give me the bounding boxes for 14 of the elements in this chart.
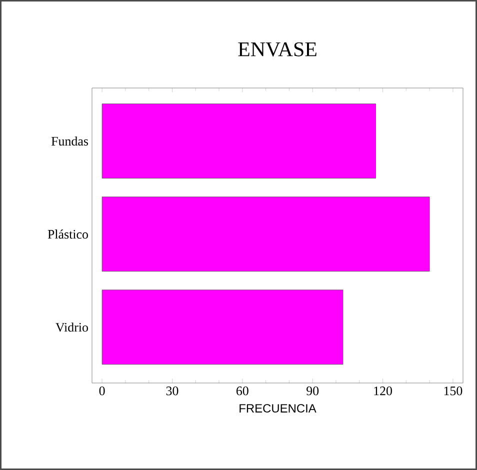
bar <box>102 104 376 178</box>
x-tick-label: 150 <box>444 386 462 396</box>
chart-title: ENVASE <box>238 42 316 56</box>
x-tick-label: 60 <box>236 386 248 396</box>
x-tick-label: 30 <box>166 386 178 396</box>
y-tick-label: Plástico <box>48 230 88 239</box>
x-tick-label: 0 <box>99 386 105 396</box>
bar <box>102 196 430 272</box>
y-tick-label: Fundas <box>51 136 88 146</box>
bar <box>102 290 344 365</box>
y-tick-label: Vidrio <box>56 322 88 332</box>
x-axis-title: FRECUENCIA <box>240 404 316 413</box>
x-tick-label: 120 <box>374 386 392 396</box>
x-tick-label: 90 <box>306 386 319 396</box>
